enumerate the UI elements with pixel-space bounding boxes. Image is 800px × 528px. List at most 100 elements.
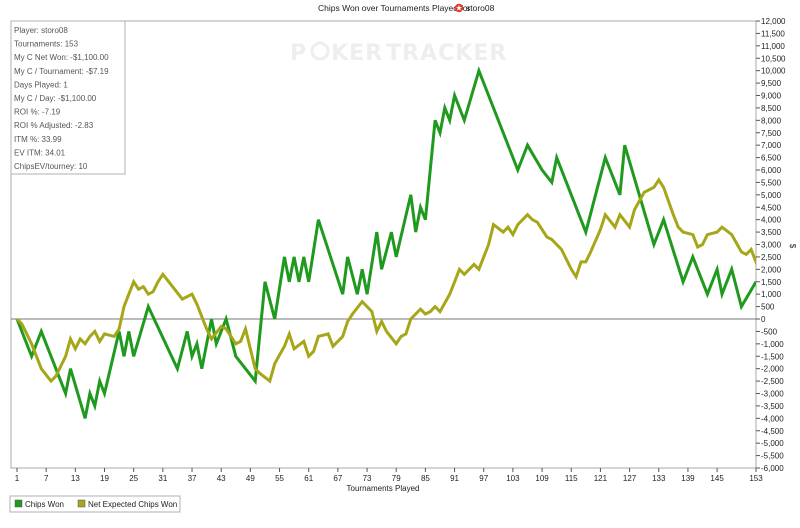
y-tick-label: 10,500: [761, 54, 786, 63]
x-tick-label: 73: [363, 474, 372, 483]
y-tick-label: 5,000: [761, 191, 782, 200]
stats-line: ROI %: -7.19: [14, 108, 61, 117]
x-tick-label: 43: [217, 474, 226, 483]
x-tick-label: 7: [44, 474, 49, 483]
x-tick-label: 1: [15, 474, 20, 483]
x-tick-label: 49: [246, 474, 255, 483]
x-tick-label: 19: [100, 474, 109, 483]
legend: Chips Won Net Expected Chips Won: [9, 495, 181, 513]
x-axis: 1 7 13 19 25 31 37 43 49 55 61 67 73 79 85 91 97 103 109 11…: [15, 468, 763, 483]
legend-frame: [9, 495, 181, 513]
x-tick-label: 79: [392, 474, 401, 483]
stats-line: Days Played: 1: [14, 80, 68, 89]
y-tick-label: -1,500: [761, 352, 784, 361]
x-axis-label: Tournaments Played: [347, 484, 420, 493]
stats-line: My C Net Won: -$1,100.00: [14, 53, 109, 62]
y-tick-label: -500: [761, 327, 778, 336]
y-tick-label: 7,000: [761, 141, 782, 150]
x-tick-label: 121: [594, 474, 608, 483]
x-tick-label: 67: [333, 474, 342, 483]
x-tick-label: 133: [652, 474, 666, 483]
y-tick-label: 500: [761, 303, 775, 312]
y-axis-label: $: [788, 244, 797, 249]
x-tick-label: 91: [450, 474, 459, 483]
watermark-part1: P: [290, 41, 307, 66]
pokertracker-watermark: P KER TRACKER: [290, 41, 507, 66]
stats-line: ChipsEV/tourney: 10: [14, 162, 88, 171]
y-tick-label: 9,000: [761, 92, 782, 101]
x-tick-label: 25: [129, 474, 138, 483]
stats-line: My C / Tournament: -$7.19: [14, 67, 109, 76]
x-tick-label: 109: [535, 474, 549, 483]
x-tick-label: 37: [188, 474, 197, 483]
pokerstars-star-icon: [454, 3, 464, 13]
y-tick-label: -3,000: [761, 390, 784, 399]
y-tick-label: 1,000: [761, 290, 782, 299]
chart-title: Chips Won over Tournaments Played for: [318, 3, 470, 13]
y-tick-label: 8,500: [761, 104, 782, 113]
stats-box: Player: storo08 Tournaments: 153 My C Net …: [10, 20, 126, 175]
y-tick-label: 6,000: [761, 166, 782, 175]
y-tick-label: 12,000: [761, 17, 786, 26]
stats-box-frame: [10, 20, 126, 175]
y-axis: -6,000 -5,500 -5,000 -4,500 -4,000 -3,500 -3,0…: [756, 17, 786, 473]
y-tick-label: -5,000: [761, 439, 784, 448]
stats-line: ROI % Adjusted: -2.83: [14, 121, 94, 130]
y-tick-label: 6,500: [761, 154, 782, 163]
y-tick-label: 11,000: [761, 42, 785, 51]
x-tick-label: 145: [710, 474, 724, 483]
watermark-part3: TRACKER: [386, 41, 507, 66]
stats-line: Tournaments: 153: [14, 40, 79, 49]
stats-line: EV ITM: 34.01: [14, 148, 66, 157]
legend-swatch-chips-won: [14, 499, 23, 508]
y-tick-label: 8,000: [761, 116, 782, 125]
y-tick-label: 1,500: [761, 278, 782, 287]
x-tick-label: 85: [421, 474, 430, 483]
y-tick-label: 5,500: [761, 178, 782, 187]
x-tick-label: 139: [681, 474, 695, 483]
y-tick-label: -6,000: [761, 464, 784, 473]
watermark-chip-icon: [310, 41, 330, 61]
y-tick-label: -2,000: [761, 365, 784, 374]
x-tick-label: 127: [623, 474, 637, 483]
series-line-net-expected-chips-won: [15, 177, 756, 384]
x-tick-label: 13: [71, 474, 80, 483]
y-tick-label: 4,000: [761, 216, 782, 225]
stats-line: My C / Day: -$1,100.00: [14, 94, 97, 103]
series-layer: [15, 66, 756, 419]
legend-label-chips-won: Chips Won: [25, 500, 64, 509]
y-tick-label: 11,500: [761, 29, 785, 38]
y-tick-label: -1,000: [761, 340, 784, 349]
y-tick-label: 3,500: [761, 228, 782, 237]
series-line-chips-won: [15, 66, 756, 419]
y-tick-label: -2,500: [761, 377, 784, 386]
stats-line: ITM %: 33.99: [14, 135, 62, 144]
y-tick-label: -3,500: [761, 402, 784, 411]
legend-label-net-expected: Net Expected Chips Won: [88, 500, 177, 509]
y-tick-label: 2,000: [761, 265, 782, 274]
y-tick-label: 3,000: [761, 241, 782, 250]
x-tick-label: 153: [749, 474, 763, 483]
y-tick-label: 0: [761, 315, 766, 324]
x-tick-label: 115: [565, 474, 578, 483]
watermark-part2: KER: [331, 41, 382, 66]
y-tick-label: -4,500: [761, 427, 784, 436]
y-tick-label: 4,500: [761, 203, 782, 212]
y-tick-label: 2,500: [761, 253, 782, 262]
y-tick-label: 9,500: [761, 79, 782, 88]
chart-title-player: storo08: [466, 3, 495, 13]
x-tick-label: 103: [506, 474, 520, 483]
stats-line: Player: storo08: [14, 26, 68, 35]
y-tick-label: 10,000: [761, 67, 786, 76]
legend-swatch-net-expected: [77, 499, 86, 508]
y-tick-label: -4,000: [761, 414, 784, 423]
y-tick-label: -5,500: [761, 452, 784, 461]
x-tick-label: 97: [479, 474, 488, 483]
chart-title-group: Chips Won over Tournaments Played for st…: [318, 3, 495, 13]
y-tick-label: 7,500: [761, 129, 782, 138]
x-tick-label: 31: [158, 474, 167, 483]
x-tick-label: 55: [275, 474, 284, 483]
